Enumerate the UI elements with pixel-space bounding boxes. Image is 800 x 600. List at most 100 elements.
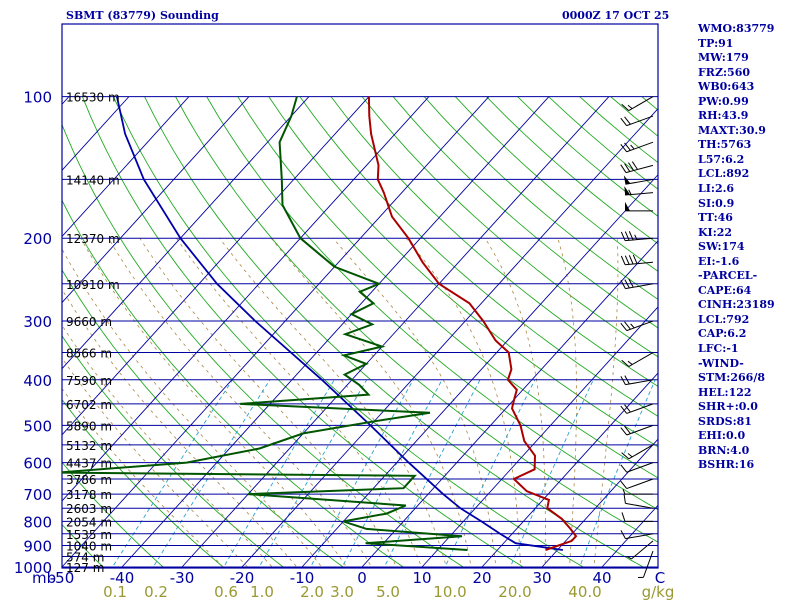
dry-adiabat-line bbox=[237, 96, 658, 479]
wind-barb bbox=[620, 403, 654, 414]
sounding-index: TT:46 bbox=[698, 211, 733, 225]
isotherm-line bbox=[61, 96, 70, 105]
isotherm-line bbox=[61, 96, 370, 436]
sounding-index: STM:266/8 bbox=[698, 371, 765, 385]
temperature-unit-label: C bbox=[655, 569, 665, 587]
height-label: 1040 m bbox=[66, 539, 112, 553]
wind-barb bbox=[620, 478, 654, 490]
mixing-ratio-line bbox=[444, 379, 536, 568]
mixing-ratio-label: 2.0 bbox=[300, 583, 324, 600]
isotherm-line bbox=[421, 306, 659, 568]
dry-adiabat-line bbox=[62, 335, 286, 568]
height-label: 12370 m bbox=[66, 232, 120, 246]
dry-adiabat-line bbox=[112, 96, 586, 568]
sounding-index: MW:179 bbox=[698, 51, 749, 65]
moist-adiabat-line bbox=[62, 388, 225, 568]
temperature-tick-label: 10 bbox=[412, 569, 431, 587]
sounding-index: SW:174 bbox=[698, 240, 745, 254]
dewpoint-profile-line bbox=[62, 96, 468, 551]
sounding-time: 0000Z 17 OCT 25 bbox=[562, 9, 670, 22]
sounding-index: RH:43.9 bbox=[698, 109, 749, 123]
height-label: 14140 m bbox=[66, 173, 120, 187]
mixing-ratio-line bbox=[341, 379, 443, 568]
mixing-ratio-label: 3.0 bbox=[330, 583, 354, 600]
mixing-ratio-label: 40.0 bbox=[568, 583, 601, 600]
isotherm-line bbox=[61, 96, 430, 502]
sounding-indices-panel: WMO:83779 TP:91 MW:179 FRZ:560 WB0:643 PW:0.9… bbox=[698, 22, 798, 473]
pressure-tick-label: 700 bbox=[23, 486, 52, 504]
moist-adiabat-line bbox=[557, 238, 577, 568]
pressure-tick-label: 1000 bbox=[14, 559, 52, 577]
wind-barb bbox=[620, 254, 654, 266]
sounding-index: TH:5763 bbox=[698, 138, 752, 152]
temperature-tick-label: -50 bbox=[50, 569, 75, 587]
temperature-tick-label: 0 bbox=[357, 569, 367, 587]
sounding-index: WMO:83779 bbox=[698, 22, 775, 35]
mixing-ratio-lines bbox=[111, 379, 656, 568]
parcel-trace-line bbox=[116, 96, 564, 551]
wind-barbs bbox=[620, 96, 654, 579]
wind-barb bbox=[621, 96, 654, 112]
sounding-index: KI:22 bbox=[698, 225, 733, 239]
mixing-ratio-label: g/kg bbox=[642, 583, 675, 600]
moist-adiabat-line bbox=[270, 237, 472, 568]
mixing-ratio-label: 0.1 bbox=[103, 583, 127, 600]
moist-adiabat-line bbox=[62, 357, 250, 568]
pressure-tick-label: 300 bbox=[23, 313, 52, 331]
pressure-tick-label: 500 bbox=[23, 417, 52, 435]
mixing-ratio-label: 5.0 bbox=[376, 583, 400, 600]
wind-barb bbox=[620, 141, 654, 153]
wind-barb bbox=[621, 512, 653, 522]
wind-barb bbox=[638, 550, 654, 579]
sounding-index: CAPE:64 bbox=[698, 283, 752, 297]
pressure-tick-label: 600 bbox=[23, 455, 52, 473]
pressure-unit-label: mb bbox=[32, 569, 56, 587]
dry-adiabat-line bbox=[175, 96, 658, 543]
wind-barb bbox=[620, 424, 654, 436]
isotherm-line bbox=[481, 372, 659, 568]
sounding-index: MAXT:30.9 bbox=[698, 123, 766, 137]
wind-barb bbox=[621, 352, 654, 367]
dry-adiabat-line bbox=[62, 398, 226, 568]
isotherm-line bbox=[241, 108, 659, 568]
wind-barb bbox=[622, 488, 653, 495]
sounding-index: CINH:23189 bbox=[698, 298, 775, 312]
pressure-tick-label: 400 bbox=[23, 372, 52, 390]
isobars bbox=[62, 96, 658, 568]
height-label: 7590 m bbox=[66, 374, 112, 388]
isotherm-line bbox=[121, 96, 550, 568]
moist-adiabats bbox=[62, 237, 619, 568]
temperature-tick-label: 30 bbox=[532, 569, 551, 587]
station-title: SBMT (83779) Sounding bbox=[66, 9, 219, 22]
dry-adiabat-line bbox=[299, 96, 658, 417]
isotherm-line bbox=[61, 96, 310, 369]
dry-adiabat-line bbox=[62, 269, 346, 568]
mixing-ratio-line bbox=[111, 379, 233, 568]
mixing-ratio-label: 10.0 bbox=[433, 583, 466, 600]
temperature-tick-label: 20 bbox=[472, 569, 491, 587]
sounding-index: LFC:-1 bbox=[698, 342, 739, 356]
sounding-index: L57:6.2 bbox=[698, 152, 745, 166]
temperature-tick-label: -30 bbox=[170, 569, 195, 587]
sounding-index: SI:0.9 bbox=[698, 196, 735, 210]
moist-adiabat-line bbox=[405, 237, 521, 568]
mixing-ratio-line bbox=[509, 379, 594, 568]
mixing-ratio-label: 0.2 bbox=[144, 583, 168, 600]
sounding-index: PW:0.99 bbox=[698, 94, 749, 108]
dry-adiabat-line bbox=[62, 123, 466, 568]
sounding-index: EI:-1.6 bbox=[698, 254, 740, 268]
wind-barb bbox=[623, 175, 654, 185]
temperature-profile-line bbox=[367, 96, 578, 551]
temperature-tick-label: -10 bbox=[290, 569, 315, 587]
temperature-tick-label: -40 bbox=[110, 569, 135, 587]
plot-frame bbox=[61, 23, 659, 569]
sounding-index: LI:2.6 bbox=[698, 182, 735, 196]
wind-barb bbox=[624, 186, 654, 196]
sounding-index: TP:91 bbox=[698, 36, 734, 50]
moist-adiabat-line bbox=[593, 238, 619, 568]
pressure-tick-label: 100 bbox=[23, 89, 52, 107]
wind-barb bbox=[623, 493, 654, 509]
pressure-tick-label: 900 bbox=[23, 537, 52, 555]
wind-barb bbox=[620, 161, 654, 174]
